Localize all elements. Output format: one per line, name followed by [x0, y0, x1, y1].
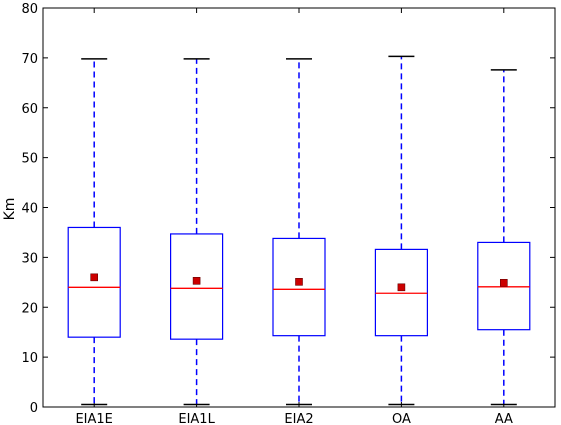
y-tick-label: 80 — [21, 2, 38, 17]
x-tick-label: OA — [392, 412, 411, 425]
iqr-box — [477, 241, 531, 331]
box-eia1e — [67, 58, 121, 406]
iqr-box — [272, 237, 326, 337]
y-tick-label: 70 — [21, 52, 38, 67]
iqr-box — [170, 233, 224, 340]
box-eia1l — [170, 58, 224, 406]
y-tick-label: 0 — [30, 401, 38, 416]
y-tick-label: 60 — [21, 102, 38, 117]
x-tick-label: EIA1L — [178, 412, 215, 425]
y-axis-label: Km — [2, 198, 18, 221]
x-tick-label: AA — [495, 412, 513, 425]
mean-marker — [192, 277, 201, 285]
y-tick-label: 20 — [21, 301, 38, 316]
mean-marker — [499, 279, 508, 287]
box-eia2 — [272, 58, 326, 406]
mean-marker — [397, 283, 406, 292]
box-aa — [477, 69, 531, 406]
iqr-box — [374, 248, 428, 337]
box-oa — [374, 55, 428, 406]
y-tick-label: 50 — [21, 152, 38, 167]
mean-marker — [295, 278, 303, 286]
x-tick-label: EIA2 — [284, 412, 313, 425]
y-tick-label: 40 — [21, 202, 38, 217]
mean-marker — [90, 273, 98, 282]
y-tick-label: 30 — [21, 251, 38, 266]
iqr-box — [67, 226, 121, 338]
x-tick-label: EIA1E — [75, 412, 112, 425]
y-tick-label: 10 — [21, 351, 38, 366]
